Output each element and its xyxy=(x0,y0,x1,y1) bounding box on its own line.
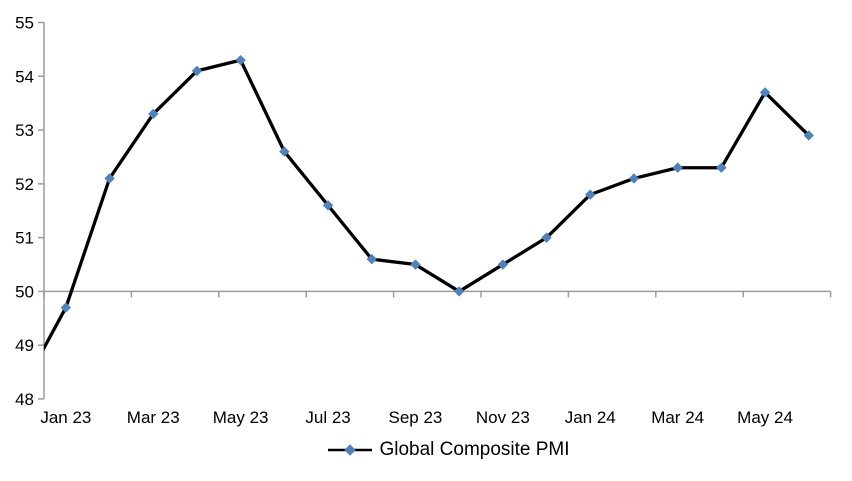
data-point-oct-23 xyxy=(453,286,465,297)
x-axis-tick-label: Jul 23 xyxy=(305,408,350,427)
data-point-jan-23 xyxy=(60,302,72,313)
y-axis-tick-label: 55 xyxy=(15,14,34,33)
data-point-feb-23 xyxy=(104,173,115,184)
legend: Global Composite PMI xyxy=(0,439,852,461)
data-point-nov-23 xyxy=(497,259,509,270)
pmi-series-line xyxy=(44,58,810,352)
y-axis-tick-label: 49 xyxy=(15,336,34,355)
x-axis-tick-label: Jan 24 xyxy=(565,408,616,427)
data-point-may-23 xyxy=(235,54,246,66)
data-point-may-24 xyxy=(759,87,771,98)
pmi-series xyxy=(44,54,814,352)
data-point-apr-23 xyxy=(191,65,203,77)
y-axis-tick-label: 50 xyxy=(15,282,34,301)
data-point-sep-23 xyxy=(410,259,421,270)
data-point-jan-24 xyxy=(585,189,596,200)
x-axis-tick-label: May 23 xyxy=(213,408,269,427)
legend-label: Global Composite PMI xyxy=(379,439,570,460)
data-point-mar-23 xyxy=(148,108,159,120)
x-axis-tick-label: May 24 xyxy=(737,408,793,427)
x-axis-tick-label: Mar 23 xyxy=(127,408,180,427)
x-axis-tick-label: Jan 23 xyxy=(40,408,91,427)
data-point-dec-23 xyxy=(541,232,552,243)
legend-diamond-icon xyxy=(344,444,357,456)
x-axis-tick-label: Mar 24 xyxy=(651,408,704,427)
data-point-apr-24 xyxy=(716,162,727,173)
data-point-jun-24 xyxy=(803,130,814,141)
x-axis-tick-label: Sep 23 xyxy=(389,408,443,427)
y-axis-tick-label: 48 xyxy=(15,390,34,409)
legend-line-marker-icon xyxy=(328,444,373,456)
x-axis-tick-label: Nov 23 xyxy=(476,408,530,427)
data-point-mar-24 xyxy=(672,162,683,173)
data-point-jun-23 xyxy=(279,146,290,157)
y-axis-tick-label: 52 xyxy=(15,175,34,194)
y-axis-tick-label: 53 xyxy=(15,121,34,140)
data-point-feb-24 xyxy=(628,173,640,184)
data-point-jul-23 xyxy=(322,200,334,211)
y-axis-tick-label: 54 xyxy=(15,67,34,86)
y-axis-tick-label: 51 xyxy=(15,229,34,248)
data-point-aug-23 xyxy=(366,253,377,265)
